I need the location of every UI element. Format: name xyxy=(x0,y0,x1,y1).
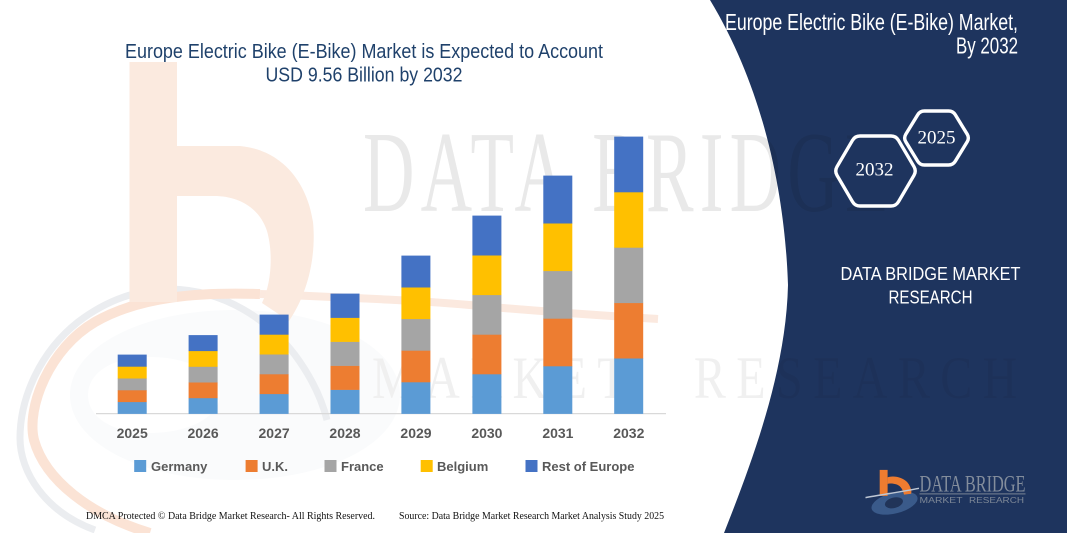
svg-text:MARKET: MARKET xyxy=(920,496,963,505)
svg-text:2028: 2028 xyxy=(329,425,360,441)
svg-text:RESEARCH: RESEARCH xyxy=(889,288,973,308)
svg-text:DATA BRIDGE: DATA BRIDGE xyxy=(920,472,1026,497)
svg-text:Germany: Germany xyxy=(151,459,208,474)
svg-text:2025: 2025 xyxy=(918,128,956,149)
svg-text:2032: 2032 xyxy=(613,425,644,441)
svg-text:2031: 2031 xyxy=(542,425,573,441)
svg-text:2025: 2025 xyxy=(117,425,148,441)
svg-text:MARKET RESEARCH: MARKET RESEARCH xyxy=(372,345,1028,411)
svg-text:USD 9.56 Billion by 2032: USD 9.56 Billion by 2032 xyxy=(266,64,463,86)
svg-text:By 2032: By 2032 xyxy=(956,33,1018,59)
svg-text:2030: 2030 xyxy=(471,425,502,441)
svg-text:Source: Data Bridge Market Res: Source: Data Bridge Market Research Mark… xyxy=(399,510,664,522)
svg-text:Belgium: Belgium xyxy=(437,459,488,474)
svg-text:RESEARCH: RESEARCH xyxy=(969,496,1024,505)
svg-text:2029: 2029 xyxy=(400,425,431,441)
svg-text:Europe Electric Bike (E-Bike): Europe Electric Bike (E-Bike) Market is … xyxy=(125,41,603,63)
svg-text:2026: 2026 xyxy=(188,425,219,441)
svg-text:DATA BRIDGE MARKET: DATA BRIDGE MARKET xyxy=(841,264,1021,284)
svg-text:DMCA Protected © Data Bridge M: DMCA Protected © Data Bridge Market Rese… xyxy=(86,510,375,522)
svg-text:Rest of Europe: Rest of Europe xyxy=(542,459,634,474)
svg-text:France: France xyxy=(341,459,384,474)
svg-text:2032: 2032 xyxy=(856,160,894,181)
svg-text:Europe Electric Bike (E-Bike): Europe Electric Bike (E-Bike) Market, xyxy=(725,9,1018,35)
svg-text:U.K.: U.K. xyxy=(262,459,288,474)
svg-text:2027: 2027 xyxy=(259,425,290,441)
